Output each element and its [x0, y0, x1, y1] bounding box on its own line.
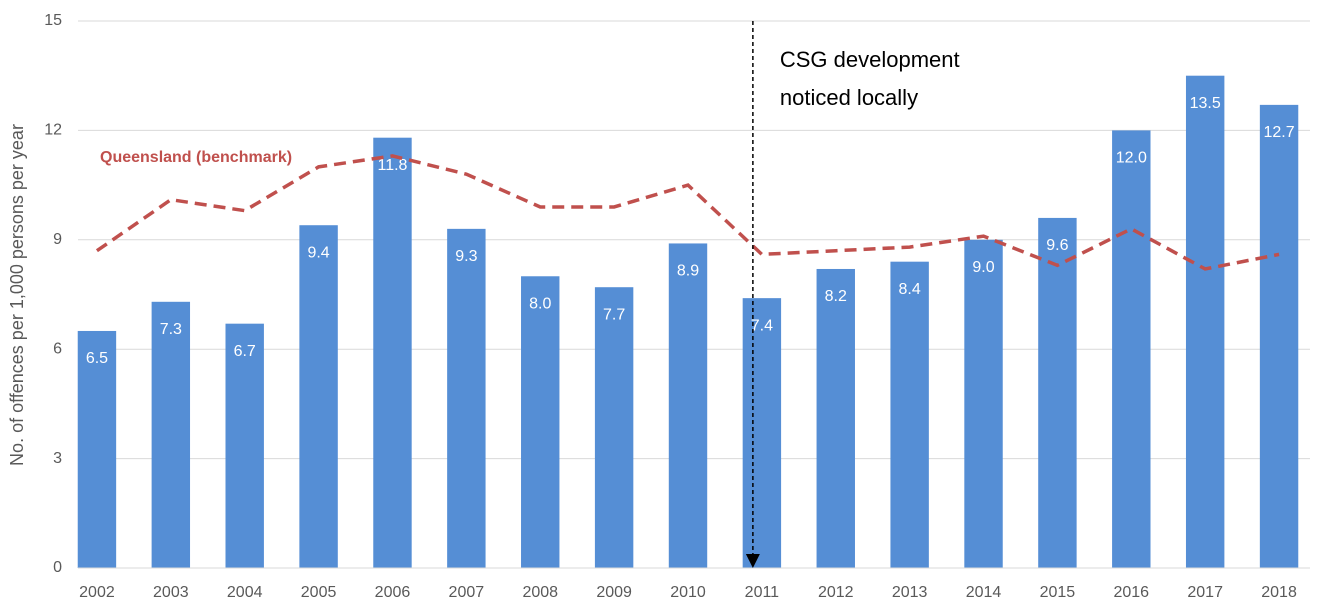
bar	[1185, 75, 1225, 568]
bar	[816, 268, 855, 568]
x-tick-label: 2015	[1040, 584, 1076, 601]
value-label: 8.9	[677, 263, 699, 280]
bar	[521, 276, 560, 568]
x-tick-label: 2008	[522, 584, 558, 601]
bar	[373, 137, 412, 568]
x-tick-label: 2007	[449, 584, 485, 601]
value-label: 8.2	[825, 288, 847, 305]
y-tick-label: 6	[53, 340, 62, 357]
annotation-text: CSG development	[780, 47, 960, 72]
value-label: 7.7	[603, 306, 625, 323]
annotation-arrowhead	[745, 554, 760, 568]
x-tick-label: 2010	[670, 584, 706, 601]
bar	[1112, 130, 1151, 568]
bar	[668, 243, 708, 569]
y-tick-label: 0	[53, 559, 62, 576]
y-tick-label: 9	[53, 231, 62, 248]
bar	[77, 330, 117, 568]
value-label: 9.0	[972, 259, 994, 276]
x-tick-label: 2005	[301, 584, 337, 601]
value-label: 9.3	[455, 248, 477, 265]
value-label: 8.0	[529, 295, 551, 312]
x-tick-label: 2006	[375, 584, 411, 601]
bar	[1038, 217, 1077, 569]
bar	[225, 323, 264, 568]
x-tick-label: 2017	[1187, 584, 1223, 601]
x-tick-label: 2016	[1113, 584, 1149, 601]
y-axis-label: No. of offences per 1,000 persons per ye…	[7, 124, 27, 466]
x-tick-label: 2012	[818, 584, 854, 601]
x-tick-label: 2011	[745, 584, 780, 601]
y-tick-label: 15	[44, 12, 62, 29]
series-label: Queensland (benchmark)	[100, 149, 292, 166]
value-label: 7.4	[751, 317, 773, 334]
bar	[964, 239, 1003, 569]
y-tick-label: 12	[44, 122, 62, 139]
x-tick-label: 2013	[892, 584, 928, 601]
value-label: 12.0	[1116, 150, 1147, 167]
annotation-text: noticed locally	[780, 85, 918, 110]
x-tick-label: 2018	[1261, 584, 1297, 601]
value-label: 12.7	[1263, 124, 1294, 141]
value-label: 13.5	[1190, 95, 1221, 112]
bar	[890, 261, 929, 568]
value-label: 11.8	[377, 157, 407, 174]
y-tick-label: 3	[53, 450, 62, 467]
value-label: 9.4	[307, 244, 329, 261]
x-tick-label: 2004	[227, 584, 263, 601]
value-label: 7.3	[160, 321, 182, 338]
line	[95, 154, 1280, 271]
value-label: 6.5	[86, 350, 108, 367]
x-tick-label: 2009	[596, 584, 632, 601]
value-label: 6.7	[234, 343, 256, 360]
value-label: 8.4	[899, 281, 921, 298]
x-tick-label: 2003	[153, 584, 189, 601]
bar	[594, 287, 634, 568]
bar	[742, 298, 782, 568]
value-label: 9.6	[1046, 237, 1068, 254]
bar	[151, 301, 191, 568]
x-tick-label: 2002	[79, 584, 115, 601]
bar	[447, 228, 486, 569]
bar	[299, 225, 338, 569]
bar	[1259, 104, 1299, 568]
x-tick-label: 2014	[966, 584, 1002, 601]
